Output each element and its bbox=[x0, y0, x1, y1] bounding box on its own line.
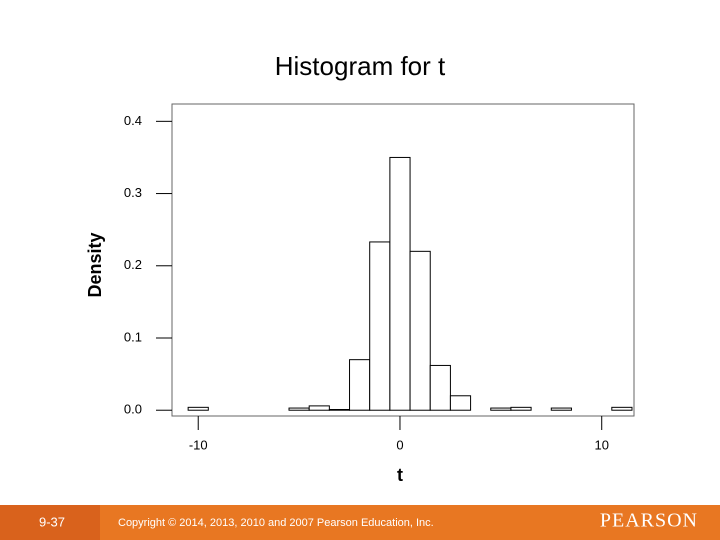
bar bbox=[550, 407, 572, 411]
bar bbox=[328, 409, 351, 411]
y-tick-label: 0.1 bbox=[124, 329, 142, 344]
brand: PEARSON bbox=[600, 510, 698, 532]
y-tick-label: 0.2 bbox=[124, 257, 142, 272]
x-tick-label: 0 bbox=[396, 437, 403, 452]
copyright: Copyright © 2014, 2013, 2010 and 2007 Pe… bbox=[118, 517, 434, 529]
y-tick-label: 0.0 bbox=[124, 402, 142, 417]
bar bbox=[389, 156, 411, 411]
y-tick-label: 0.4 bbox=[124, 113, 142, 128]
bar bbox=[349, 359, 371, 411]
x-tick-label: 10 bbox=[594, 437, 608, 452]
bar bbox=[308, 405, 330, 411]
plot-frame bbox=[171, 103, 635, 417]
bar bbox=[288, 407, 310, 411]
bar bbox=[409, 250, 431, 411]
x-axis-label: t bbox=[397, 465, 403, 485]
footer-bar bbox=[0, 505, 720, 540]
bar bbox=[449, 395, 472, 411]
bar bbox=[490, 407, 512, 411]
y-tick-label: 0.3 bbox=[124, 185, 142, 200]
bar bbox=[369, 241, 391, 411]
chart-title: Histogram for t bbox=[275, 51, 446, 81]
footer-number-box bbox=[0, 505, 100, 540]
bar bbox=[510, 406, 532, 411]
bar bbox=[187, 406, 209, 411]
slide-number: 9-37 bbox=[39, 514, 65, 529]
bar bbox=[429, 364, 451, 411]
bar bbox=[611, 406, 633, 411]
y-axis-label: Density bbox=[85, 232, 105, 297]
x-tick-label: -10 bbox=[189, 437, 208, 452]
